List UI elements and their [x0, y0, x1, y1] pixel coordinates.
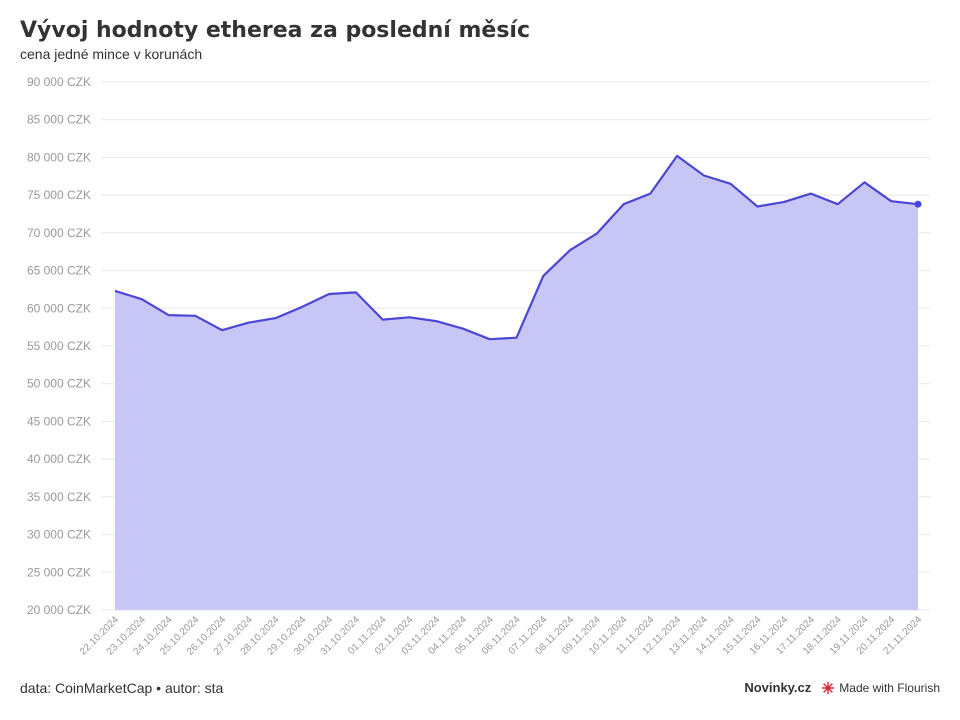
y-tick-label: 80 000 CZK [27, 150, 91, 164]
flourish-label: Made with Flourish [839, 680, 940, 695]
y-tick-label: 85 000 CZK [27, 113, 91, 127]
area-chart: 20 000 CZK 25 000 CZK 30 000 CZK 35 000 CZK… [27, 75, 930, 658]
y-tick-label: 75 000 CZK [27, 188, 91, 202]
flourish-credit[interactable]: Made with Flourish [821, 681, 940, 695]
y-tick-label: 20 000 CZK [27, 603, 91, 617]
y-tick-label: 40 000 CZK [27, 452, 91, 466]
y-tick-label: 65 000 CZK [27, 264, 91, 278]
flourish-icon [821, 681, 835, 694]
series-area [115, 155, 918, 610]
series-line [114, 154, 919, 341]
chart-title: Vývoj hodnoty etherea za poslední měsíc [20, 18, 530, 43]
last-point-marker [914, 200, 922, 208]
y-tick-label: 35 000 CZK [27, 490, 91, 504]
source-credit: data: CoinMarketCap • autor: sta [20, 680, 224, 696]
y-tick-label: 50 000 CZK [27, 377, 91, 391]
y-tick-label: 70 000 CZK [27, 226, 91, 240]
y-tick-label: 25 000 CZK [27, 565, 91, 579]
y-tick-label: 30 000 CZK [27, 528, 91, 542]
footer-branding: Novinky.cz Made with Flourish [744, 680, 940, 695]
chart-subtitle: cena jedné mince v korunách [20, 46, 203, 62]
y-tick-label: 55 000 CZK [27, 339, 91, 353]
y-tick-label: 45 000 CZK [27, 414, 91, 428]
y-tick-label: 60 000 CZK [27, 301, 91, 315]
y-tick-label: 90 000 CZK [27, 75, 91, 89]
novinky-logo[interactable]: Novinky.cz [744, 680, 812, 695]
